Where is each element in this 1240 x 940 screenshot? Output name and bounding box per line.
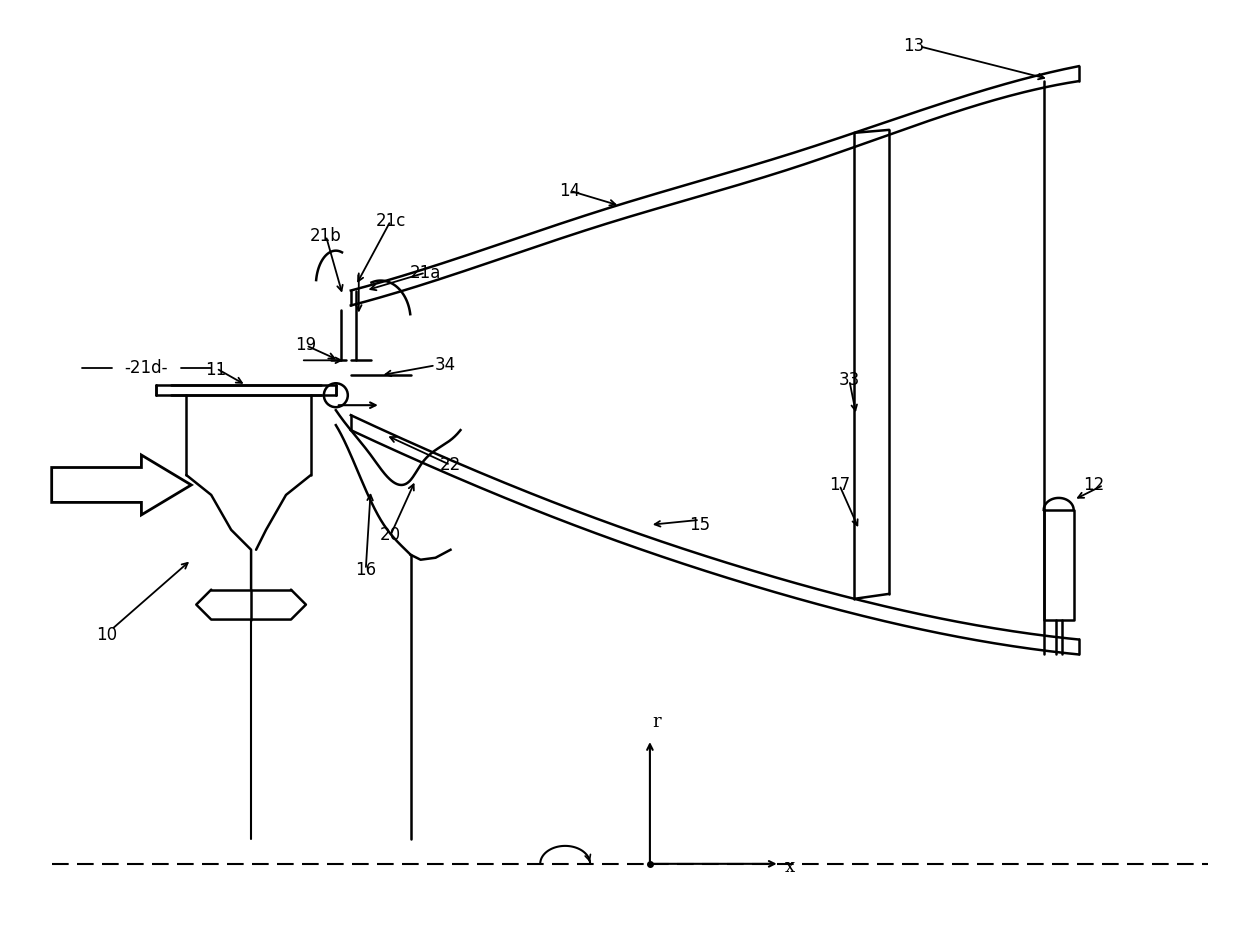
- Text: 13: 13: [904, 38, 925, 55]
- Text: 21c: 21c: [376, 212, 405, 229]
- Text: 22: 22: [440, 456, 461, 474]
- Text: 15: 15: [689, 516, 711, 534]
- Text: -21d-: -21d-: [125, 359, 169, 377]
- Text: 21b: 21b: [310, 227, 342, 244]
- Text: 14: 14: [559, 181, 580, 200]
- Text: 12: 12: [1083, 476, 1105, 494]
- Text: 17: 17: [828, 476, 849, 494]
- Text: 10: 10: [95, 625, 117, 644]
- Text: 21a: 21a: [410, 263, 441, 282]
- Text: 34: 34: [435, 356, 456, 374]
- Text: x: x: [785, 858, 795, 876]
- Text: 20: 20: [381, 525, 402, 544]
- Text: r: r: [652, 713, 661, 731]
- Text: 33: 33: [838, 371, 861, 389]
- Text: 16: 16: [355, 560, 376, 579]
- Text: 11: 11: [206, 361, 227, 380]
- Text: 19: 19: [295, 337, 316, 354]
